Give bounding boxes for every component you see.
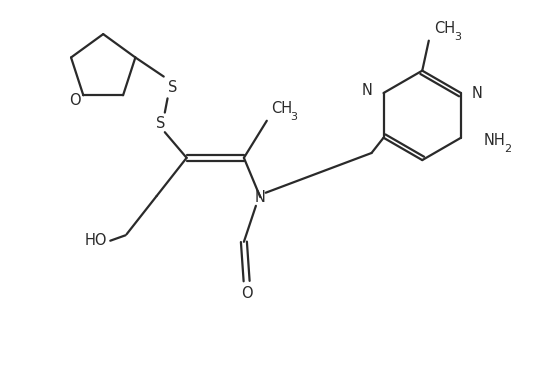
Text: 3: 3: [290, 112, 296, 122]
Text: S: S: [156, 116, 166, 131]
Text: 3: 3: [454, 32, 461, 42]
Text: O: O: [69, 93, 81, 108]
Text: N: N: [362, 83, 372, 98]
Text: O: O: [241, 286, 252, 301]
Text: N: N: [255, 190, 266, 205]
Text: N: N: [472, 86, 483, 100]
Text: 2: 2: [504, 144, 512, 154]
Text: HO: HO: [85, 233, 108, 248]
Text: NH: NH: [484, 133, 505, 148]
Text: S: S: [168, 80, 178, 95]
Text: CH: CH: [271, 101, 292, 116]
Text: CH: CH: [434, 20, 455, 36]
